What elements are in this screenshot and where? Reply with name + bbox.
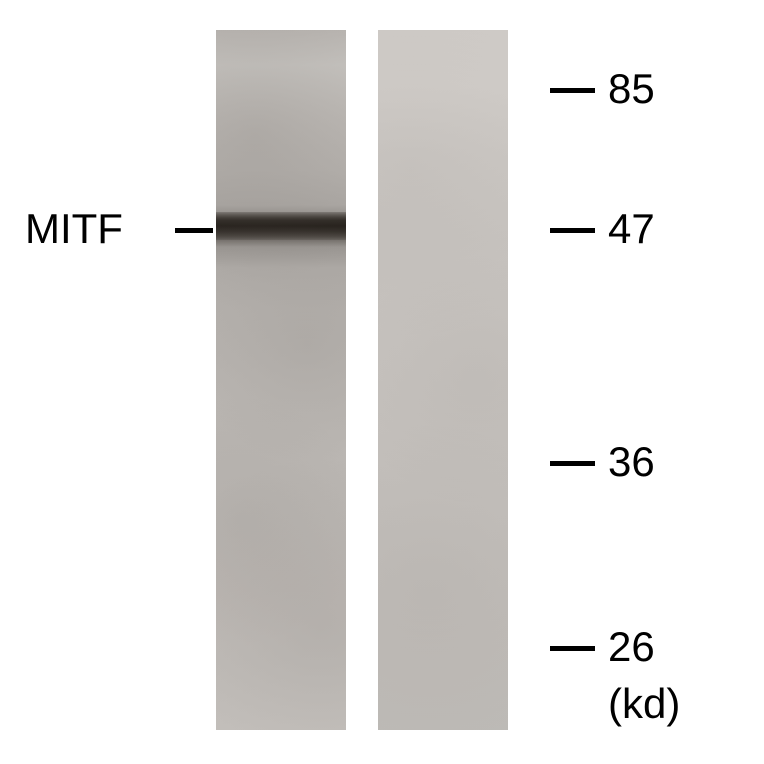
lane-noise-overlay (216, 30, 346, 730)
mw-marker-tick (550, 228, 595, 233)
mw-marker-label: 26 (608, 623, 655, 671)
protein-label-tick (175, 228, 213, 233)
mw-marker-label: 47 (608, 205, 655, 253)
mw-marker-tick (550, 88, 595, 93)
western-blot-figure: MITF 85 47 36 26 (kd) (0, 0, 764, 764)
lane-noise-overlay (378, 30, 508, 730)
blot-lane-1 (216, 30, 346, 730)
mw-marker-tick (550, 646, 595, 651)
mw-marker-tick (550, 461, 595, 466)
mw-marker-label: 36 (608, 438, 655, 486)
protein-label: MITF (25, 205, 123, 253)
blot-lane-2 (378, 30, 508, 730)
mw-marker-label: 85 (608, 65, 655, 113)
unit-label: (kd) (608, 680, 680, 728)
